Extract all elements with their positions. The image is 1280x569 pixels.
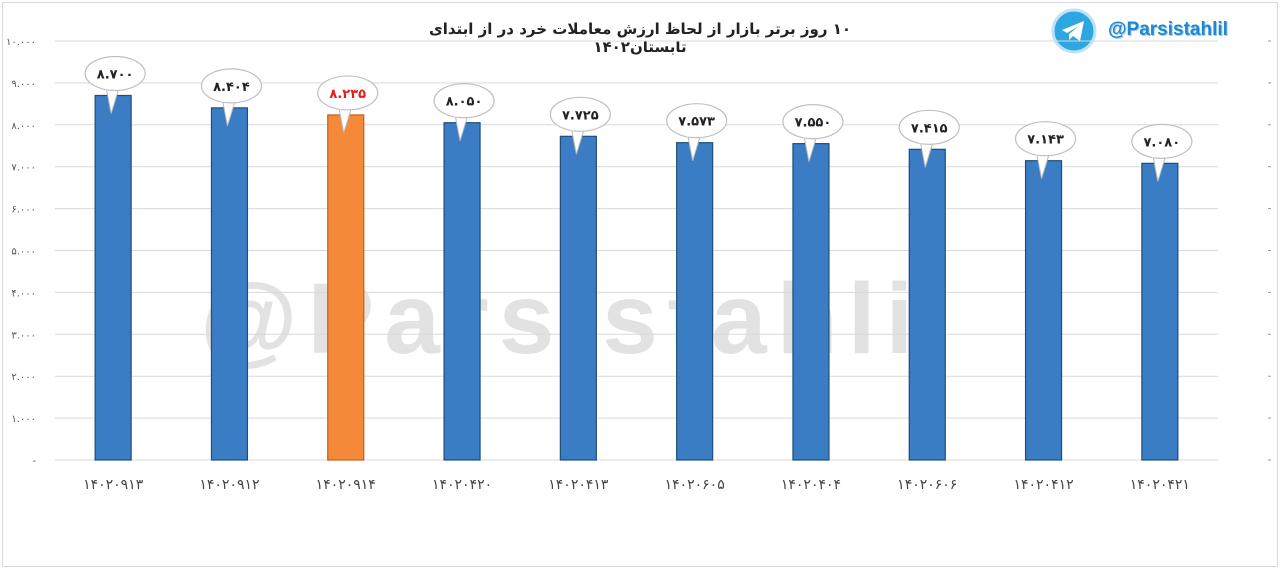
bars <box>94 94 1179 461</box>
bar <box>676 142 714 461</box>
bar <box>1024 160 1063 461</box>
callout-bubble <box>666 103 728 139</box>
y-tick-label: ۲.۰۰۰ <box>11 372 36 383</box>
callout-joint <box>1151 151 1168 158</box>
data-label: ۷.۱۴۳ <box>1027 133 1064 148</box>
data-label-callout: ۷.۵۷۳ <box>666 103 728 161</box>
x-tick-label: ۱۴۰۲۰۹۱۲ <box>199 477 259 493</box>
callout-bubble <box>1131 123 1193 159</box>
x-tick-label: ۱۴۰۲۰۶۰۵ <box>665 477 725 493</box>
x-tick-label: ۱۴۰۲۰۴۲۰ <box>432 477 492 493</box>
bar <box>792 143 830 461</box>
bar <box>1141 162 1179 461</box>
callout-bubble <box>898 109 960 145</box>
callout-bubble <box>433 83 495 119</box>
callout-joint <box>337 102 354 109</box>
data-label-callout: ۷.۷۲۵ <box>549 96 611 155</box>
y-tick-label: ۵.۰۰۰ <box>11 247 36 258</box>
channel-handle: @Parsistahlil <box>1108 19 1228 40</box>
data-label: ۷.۰۸۰ <box>1144 135 1181 150</box>
x-tick-label: ۱۴۰۲۰۴۱۳ <box>548 477 609 493</box>
bar <box>559 135 597 461</box>
x-axis-ticks: ۱۴۰۲۰۹۱۳ ۱۴۰۲۰۹۱۲ ۱۴۰۲۰۹۱۴ ۱۴۰۲۰۴۲۰ ۱۴۰۲۰۴۱۳… <box>83 477 1190 493</box>
data-label-callout: ۸.۰۵۰ <box>433 83 495 141</box>
x-tick-label: ۱۴۰۲۰۶۰۶ <box>897 477 957 493</box>
data-label-callout: ۷.۴۱۵ <box>898 109 960 168</box>
callout-bubble <box>549 96 611 132</box>
callout-bubble <box>317 75 379 111</box>
data-label-callout: ۸.۴۰۴ <box>200 68 263 127</box>
data-label: ۷.۷۲۵ <box>562 108 599 123</box>
x-tick-label: ۱۴۰۲۰۴۰۴ <box>781 477 841 493</box>
x-tick-label: ۱۴۰۲۰۹۱۳ <box>83 477 144 493</box>
y-tick-label: ۸.۰۰۰ <box>11 121 36 132</box>
bar <box>443 122 481 461</box>
x-tick-label: ۱۴۰۲۰۴۱۲ <box>1013 477 1073 493</box>
chart-title: ۱۰ روز برتر بازار از لحاظ ارزش معاملات خ… <box>428 20 852 56</box>
y-tick-label: ۴.۰۰۰ <box>11 288 36 299</box>
callout-bubble <box>84 55 146 92</box>
callout-joint <box>1035 148 1052 155</box>
y-tick-label: ۹.۰۰۰ <box>11 79 36 90</box>
y-tick-label: ۱۰.۰۰۰ <box>6 37 36 48</box>
bar <box>327 114 365 461</box>
data-label: ۷.۵۷۳ <box>678 115 715 130</box>
bar <box>210 107 249 461</box>
data-label: ۸.۴۰۴ <box>213 80 250 95</box>
x-tick-label: ۱۴۰۲۰۴۲۱ <box>1130 477 1190 493</box>
data-label: ۸.۷۰۰ <box>97 67 134 82</box>
data-label-callout: ۸.۷۰۰ <box>84 55 146 114</box>
x-tick-label: ۱۴۰۲۰۹۱۴ <box>316 477 376 493</box>
bar <box>908 148 946 461</box>
callout-joint <box>686 130 703 137</box>
y-tick-label: ۱.۰۰۰ <box>11 414 36 425</box>
callout-bubble <box>200 68 263 104</box>
data-label: ۷.۵۵۰ <box>795 116 832 131</box>
callout-joint <box>221 95 238 102</box>
y-tick-label: ۷.۰۰۰ <box>11 163 36 174</box>
data-label: ۸.۲۳۵ <box>329 87 366 102</box>
data-label: ۸.۰۵۰ <box>446 95 483 110</box>
callout-joint <box>105 83 122 90</box>
y-axis-ticks: - ۱.۰۰۰ ۲.۰۰۰ ۳.۰۰۰ ۴.۰۰۰ ۵.۰۰۰ ۶.۰۰۰ ۷.۰۰۰ ۸.۰۰… <box>6 37 36 467</box>
callout-joint <box>919 137 936 144</box>
data-label-callout: ۸.۲۳۵ <box>317 75 379 134</box>
data-label-callout: ۷.۵۵۰ <box>782 104 844 162</box>
data-labels: ۸.۷۰۰ ۸.۴۰۴ ۸.۲۳۵ ۸.۰۵۰ ۷.۷۲۵ ۷.۵۷۳ ۷.۵۵۰ ۷.۴۱۵… <box>84 55 1193 182</box>
callout-bubble <box>782 104 844 140</box>
data-label-callout: ۷.۰۸۰ <box>1131 123 1193 182</box>
callout-joint <box>454 110 471 117</box>
bar <box>94 94 132 461</box>
y-tick-label: - <box>32 456 36 467</box>
y-tick-label: ۳.۰۰۰ <box>11 330 36 341</box>
y-tick-label: ۶.۰۰۰ <box>11 205 36 216</box>
callout-joint <box>570 124 587 131</box>
data-label-callout: ۷.۱۴۳ <box>1014 121 1077 179</box>
data-label: ۷.۴۱۵ <box>911 121 948 136</box>
callout-joint <box>802 131 819 138</box>
right-axis-ticks <box>1268 40 1271 461</box>
callout-bubble <box>1014 121 1077 157</box>
